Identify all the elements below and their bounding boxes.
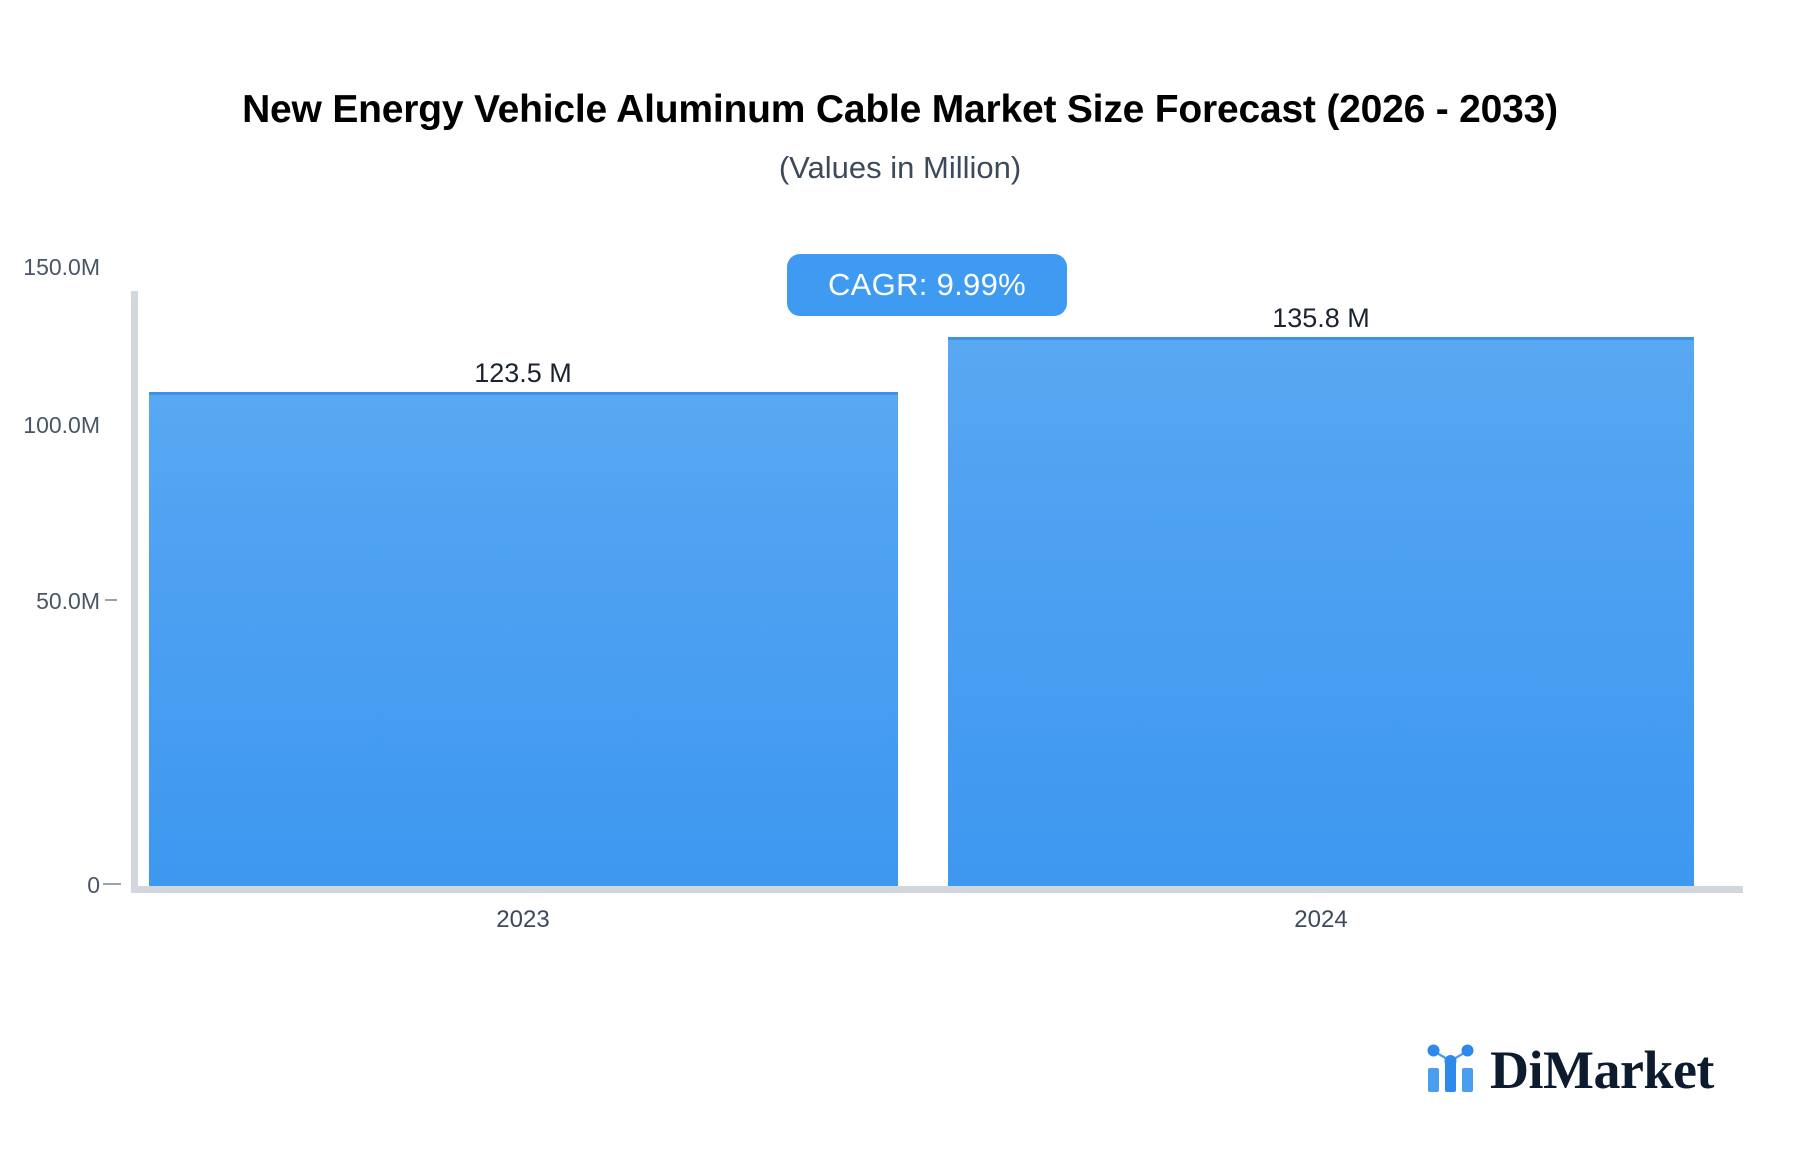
y-tick-label-0: 0 — [87, 872, 100, 898]
brand-logo: DiMarket — [1424, 1040, 1714, 1100]
y-tick-0: 0 — [0, 872, 121, 898]
cagr-badge: CAGR: 9.99% — [787, 254, 1067, 316]
y-tick-mark-50 — [105, 599, 117, 601]
y-tick-100: 100.0M — [0, 412, 100, 438]
chart-subtitle: (Values in Million) — [778, 149, 1022, 185]
brand-name: DiMarket — [1490, 1040, 1714, 1100]
y-tick-label-100: 100.0M — [23, 412, 100, 438]
bar-value-2023: 123.5 M — [474, 358, 572, 388]
y-tick-150: 150.0M — [0, 254, 100, 280]
bar-value-2024: 135.8 M — [1272, 303, 1370, 333]
x-label-2024: 2024 — [1294, 906, 1348, 933]
y-tick-label-50: 50.0M — [36, 588, 100, 614]
title-block: New Energy Vehicle Aluminum Cable Market… — [0, 88, 1800, 185]
chart-title: New Energy Vehicle Aluminum Cable Market… — [242, 88, 1558, 131]
y-axis-line — [131, 291, 138, 886]
bar-2023[interactable] — [149, 392, 898, 886]
y-tick-label-150: 150.0M — [23, 254, 100, 280]
bar-2024[interactable] — [948, 337, 1694, 886]
cagr-badge-label: CAGR: 9.99% — [828, 267, 1026, 302]
y-tick-50: 50.0M — [0, 588, 117, 614]
y-tick-mark-0 — [103, 883, 121, 885]
x-axis-line — [131, 886, 1743, 893]
bar-chart-icon — [1424, 1041, 1478, 1100]
x-label-2023: 2023 — [496, 906, 550, 933]
